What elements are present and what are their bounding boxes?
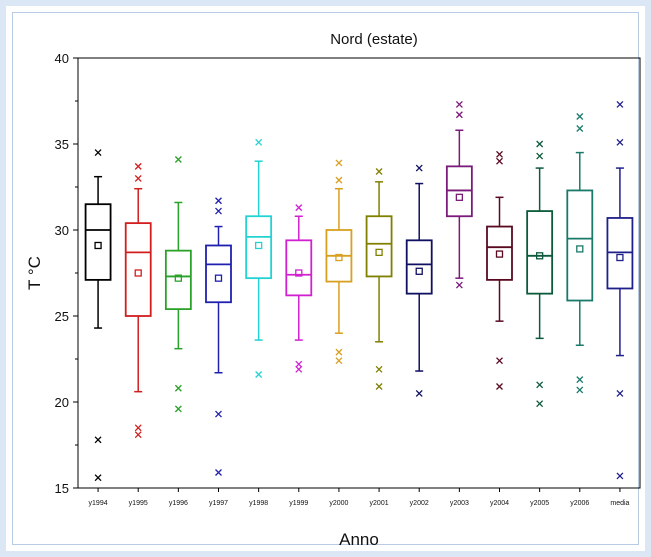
outlier-marker: [375, 168, 383, 175]
outlier-marker: [616, 472, 624, 480]
iqr-box: [245, 215, 273, 280]
x-axis-title: Anno: [339, 530, 379, 549]
outlier-marker: [295, 365, 303, 373]
outlier-marker: [455, 100, 463, 108]
y-tick-label: 40: [55, 51, 69, 66]
x-tick-label: y1996: [169, 500, 188, 507]
chart-title: Nord (estate): [330, 31, 418, 48]
outlier-marker: [134, 431, 142, 439]
outlier-marker: [174, 156, 182, 163]
outlier-marker: [174, 405, 182, 413]
outlier-marker: [576, 113, 584, 120]
outlier-marker: [215, 197, 222, 205]
iqr-box: [486, 225, 513, 281]
outlier-marker: [215, 207, 222, 215]
outlier-marker: [94, 149, 102, 157]
x-tick-label: media: [610, 500, 629, 507]
outlier-marker: [496, 150, 503, 158]
plot-frame: [77, 57, 641, 489]
outlier-marker: [335, 176, 343, 184]
outlier-marker: [94, 474, 102, 482]
x-tick-label: y2006: [570, 500, 589, 507]
outlier-marker: [134, 162, 142, 170]
iqr-box: [164, 249, 192, 311]
mean-marker: [174, 274, 183, 282]
iqr-box: [285, 239, 313, 297]
x-tick-label: y1994: [89, 500, 108, 507]
mean-marker: [455, 193, 464, 201]
x-tick-label: y1995: [129, 500, 148, 507]
mean-marker: [254, 241, 263, 250]
plot-area: 15 20 25 30 35 40 y1994 y1995 y1996 y1997 y1998 y19…: [55, 51, 641, 507]
outlier-marker: [415, 389, 423, 397]
outlier-marker: [536, 152, 544, 160]
outlier-marker: [255, 371, 263, 378]
x-tick-label: y2004: [490, 500, 509, 507]
outlier-marker: [576, 125, 584, 132]
x-tick-label: y1997: [209, 500, 228, 507]
outlier-marker: [536, 381, 544, 389]
mean-marker: [576, 245, 584, 253]
outlier-marker: [415, 164, 423, 172]
outlier-marker: [335, 159, 343, 167]
mean-marker: [335, 253, 343, 262]
mean-marker: [295, 269, 303, 277]
outlier-marker: [616, 138, 624, 146]
x-tick-label: y2000: [329, 500, 348, 507]
y-tick-label: 30: [55, 223, 69, 238]
outlier-marker: [335, 348, 343, 356]
mean-marker: [535, 252, 544, 260]
mean-marker: [134, 269, 142, 277]
outlier-marker: [496, 383, 503, 390]
outlier-marker: [455, 281, 463, 289]
x-tick-label: y2005: [530, 500, 549, 507]
outlier-marker: [134, 174, 142, 182]
x-tick-label: y2003: [450, 500, 469, 507]
mean-marker: [495, 250, 504, 258]
mean-marker: [375, 248, 383, 257]
outlier-marker: [375, 383, 383, 390]
outlier-marker: [616, 389, 624, 397]
outlier-marker: [94, 436, 102, 444]
outlier-marker: [375, 365, 383, 373]
outlier-marker: [455, 111, 463, 119]
outlier-marker: [576, 376, 584, 384]
x-tick-label: y1999: [289, 500, 308, 507]
outlier-marker: [174, 384, 182, 392]
outlier-marker: [134, 424, 142, 432]
outlier-marker: [295, 204, 303, 212]
y-tick-label: 35: [55, 137, 69, 152]
outlier-marker: [215, 410, 222, 418]
x-tick-label: y2002: [410, 500, 429, 507]
outlier-marker: [536, 140, 544, 148]
iqr-box: [405, 239, 433, 295]
outlier-marker: [335, 357, 343, 365]
outlier-marker: [215, 469, 222, 476]
outlier-marker: [576, 386, 584, 394]
iqr-box: [566, 189, 594, 302]
y-axis-title: T °C: [25, 256, 44, 290]
outlier-marker: [496, 357, 503, 365]
x-tick-label: y2001: [370, 500, 389, 507]
mean-marker: [415, 267, 423, 275]
outlier-marker: [616, 100, 624, 108]
y-tick-label: 15: [55, 481, 69, 496]
mean-marker: [214, 274, 223, 282]
x-tick-label: y1998: [249, 500, 268, 507]
outlier-marker: [295, 360, 303, 368]
mean-marker: [616, 253, 624, 262]
mean-marker: [94, 241, 102, 250]
iqr-box: [205, 244, 232, 304]
y-tick-label: 20: [55, 395, 69, 410]
outlier-marker: [496, 157, 503, 165]
iqr-box: [365, 215, 393, 278]
outlier-marker: [536, 400, 544, 408]
y-tick-label: 25: [55, 309, 69, 324]
outlier-marker: [255, 138, 263, 146]
